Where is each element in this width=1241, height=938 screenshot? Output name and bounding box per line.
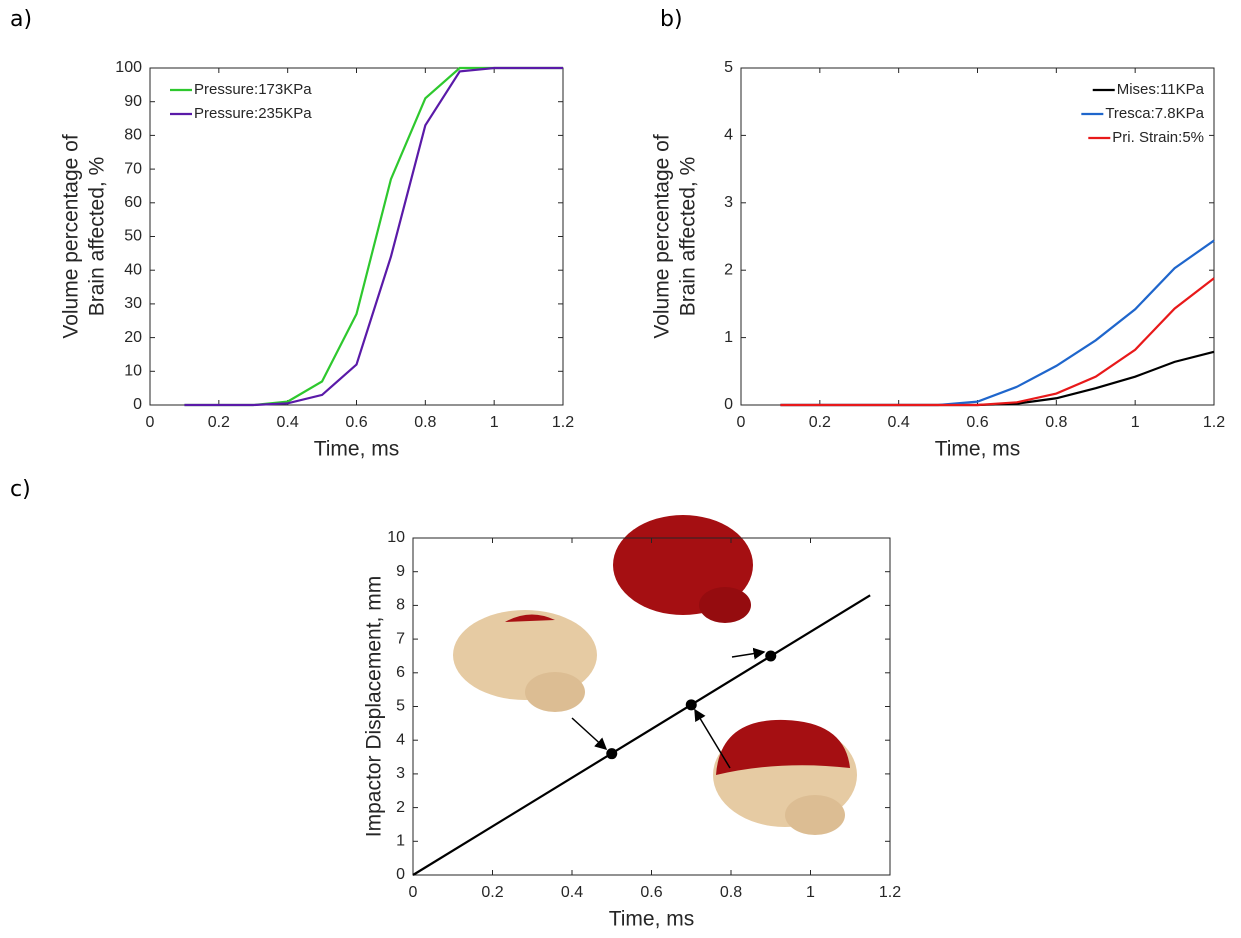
y-tick-label: 90 bbox=[124, 93, 142, 110]
x-tick-label: 0.2 bbox=[208, 414, 230, 431]
y-tick-label: 9 bbox=[396, 563, 405, 580]
legend-label: Pressure:235KPa bbox=[194, 105, 312, 122]
y-tick-label: 6 bbox=[396, 664, 405, 681]
x-axis-label: Time, ms bbox=[935, 438, 1021, 461]
arrow bbox=[571, 717, 608, 751]
panel-label: c) bbox=[10, 477, 31, 502]
x-tick-label: 1 bbox=[490, 414, 499, 431]
x-tick-label: 0.2 bbox=[481, 884, 503, 901]
chart-panel: c) 0 0.2 0.4 0.6 0.8 1 1.2 0 1 2 3 4 5 6 7 8 9 10 Time, ms I… bbox=[10, 477, 901, 931]
arrow bbox=[694, 708, 731, 769]
y-tick-label: 60 bbox=[124, 194, 142, 211]
x-tick-label: 0.6 bbox=[640, 884, 662, 901]
y-tick-label: 7 bbox=[396, 630, 405, 647]
brain-early bbox=[453, 610, 597, 712]
y-tick-label: 20 bbox=[124, 329, 142, 346]
y-tick-label: 8 bbox=[396, 597, 405, 614]
y-tick-label: 5 bbox=[396, 698, 405, 715]
x-tick-label: 1.2 bbox=[552, 414, 574, 431]
series-line bbox=[780, 277, 1215, 407]
y-tick-label: 1 bbox=[724, 329, 733, 346]
panel-label: b) bbox=[660, 7, 683, 32]
y-axis-label: Volume percentage of bbox=[651, 134, 674, 338]
y-axis-label: Volume percentage of bbox=[60, 134, 83, 338]
x-tick-label: 0.8 bbox=[720, 884, 742, 901]
y-tick-label: 0 bbox=[133, 396, 142, 413]
y-tick-label: 100 bbox=[115, 59, 142, 76]
y-tick-label: 5 bbox=[724, 59, 733, 76]
x-tick-label: 0.4 bbox=[888, 414, 910, 431]
legend-label: Pressure:173KPa bbox=[194, 81, 312, 98]
y-tick-label: 3 bbox=[724, 194, 733, 211]
x-tick-label: 0 bbox=[146, 414, 155, 431]
x-tick-label: 0 bbox=[409, 884, 418, 901]
y-tick-label: 30 bbox=[124, 295, 142, 312]
y-tick-label: 4 bbox=[396, 731, 405, 748]
point bbox=[606, 748, 618, 760]
legend-label: Mises:11KPa bbox=[1117, 81, 1205, 98]
x-tick-label: 0.2 bbox=[809, 414, 831, 431]
x-tick-label: 0 bbox=[737, 414, 746, 431]
series-line bbox=[780, 239, 1215, 407]
panel-label: a) bbox=[10, 7, 32, 32]
y-tick-label: 80 bbox=[124, 127, 142, 144]
legend-label: Tresca:7.8KPa bbox=[1105, 105, 1204, 122]
brain-illustrations bbox=[453, 515, 857, 835]
x-tick-label: 0.8 bbox=[414, 414, 436, 431]
x-tick-label: 0.4 bbox=[277, 414, 299, 431]
series-line bbox=[184, 66, 563, 407]
x-tick-label: 0.4 bbox=[561, 884, 583, 901]
arrow bbox=[731, 647, 766, 660]
x-axis-label: Time, ms bbox=[609, 908, 695, 931]
x-tick-label: 0.6 bbox=[966, 414, 988, 431]
y-tick-label: 40 bbox=[124, 261, 142, 278]
x-tick-label: 1.2 bbox=[879, 884, 901, 901]
y-tick-label: 50 bbox=[124, 228, 142, 245]
y-axis-label: Impactor Displacement, mm bbox=[363, 576, 386, 837]
x-axis-label: Time, ms bbox=[314, 438, 400, 461]
y-tick-label: 0 bbox=[396, 866, 405, 883]
x-tick-label: 1 bbox=[1131, 414, 1140, 431]
brain-mid bbox=[713, 719, 857, 835]
y-axis-label: Brain affected, % bbox=[86, 157, 109, 317]
y-tick-label: 2 bbox=[724, 261, 733, 278]
legend-label: Pri. Strain:5% bbox=[1112, 129, 1204, 146]
brain-late bbox=[613, 515, 753, 623]
y-tick-label: 1 bbox=[396, 833, 405, 850]
y-tick-label: 0 bbox=[724, 396, 733, 413]
y-axis-label: Brain affected, % bbox=[677, 157, 700, 317]
y-tick-label: 70 bbox=[124, 160, 142, 177]
point bbox=[685, 699, 697, 711]
series-line bbox=[780, 350, 1215, 407]
chart-panel: b) 0 0.2 0.4 0.6 0.8 1 1.2 0 1 2 3 4 5 Time, ms Volume … bbox=[651, 7, 1226, 461]
y-tick-label: 2 bbox=[396, 799, 405, 816]
x-tick-label: 0.8 bbox=[1045, 414, 1067, 431]
series-line bbox=[412, 594, 871, 876]
y-tick-label: 10 bbox=[124, 363, 142, 380]
y-tick-label: 3 bbox=[396, 765, 405, 782]
point bbox=[765, 650, 777, 662]
y-tick-label: 10 bbox=[387, 529, 405, 546]
x-tick-label: 1.2 bbox=[1203, 414, 1225, 431]
y-tick-label: 4 bbox=[724, 127, 733, 144]
chart-panel: a) 0 0.2 0.4 0.6 0.8 1 1.2 0 10 20 30 40 50 60 70 80 90 10… bbox=[10, 7, 574, 461]
x-tick-label: 1 bbox=[806, 884, 815, 901]
x-tick-label: 0.6 bbox=[345, 414, 367, 431]
